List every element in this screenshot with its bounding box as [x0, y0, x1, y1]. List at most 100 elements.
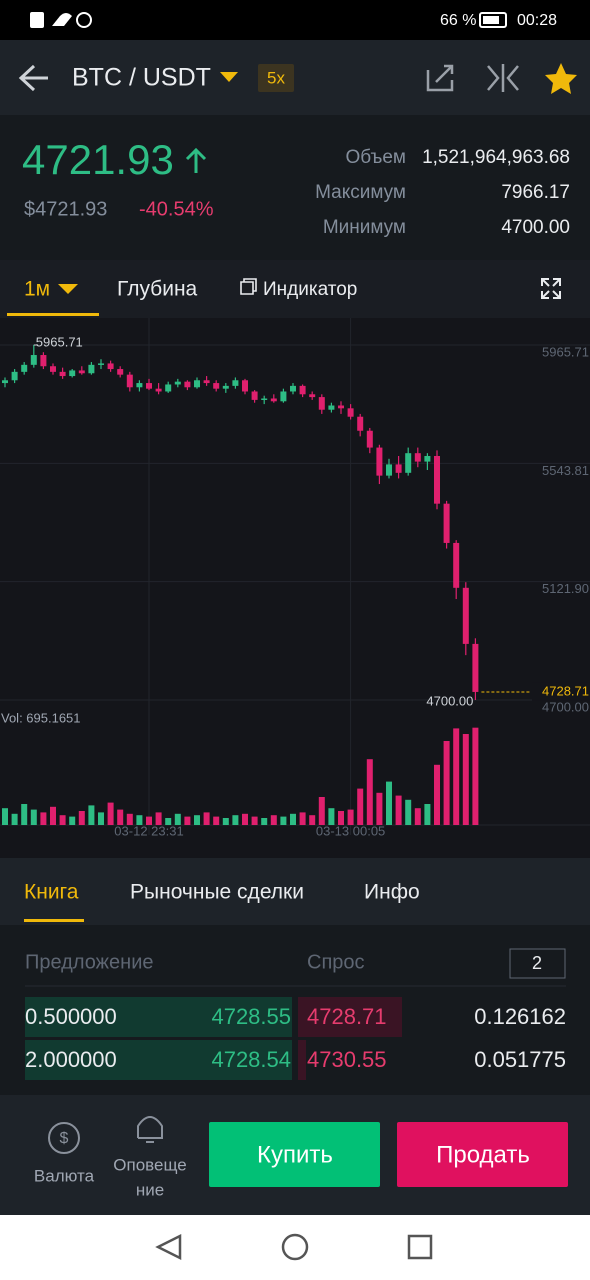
leverage-badge	[258, 64, 294, 92]
volume-bar	[194, 815, 200, 825]
candle-body	[290, 385, 296, 392]
status-bar	[0, 0, 590, 40]
volume-label: Vol: 695.1651	[1, 710, 81, 725]
nav-back[interactable]	[155, 1233, 182, 1261]
candle-body	[251, 391, 258, 400]
alerts-button[interactable]: Оповеще	[113, 1155, 186, 1174]
leverage: 5x	[267, 68, 285, 87]
volume-bar	[261, 818, 268, 825]
sell-button[interactable]	[397, 1122, 568, 1187]
volume-bar	[69, 816, 76, 825]
depth-tab[interactable]: Глубина	[117, 278, 198, 301]
clock: 00:28	[517, 12, 557, 29]
volume-bar	[366, 759, 373, 825]
candle-body	[347, 408, 354, 417]
volume-bar	[107, 802, 114, 825]
bid-amount: 0.500000	[25, 1004, 117, 1029]
candle-body	[78, 370, 85, 374]
candle-body	[366, 430, 373, 448]
info-tab[interactable]: Инфо	[364, 881, 420, 904]
min-marker: 4700.00	[426, 693, 473, 708]
indicator-tab[interactable]: Индикатор	[263, 279, 357, 300]
volume-bar	[117, 809, 124, 825]
volume-bar	[347, 809, 354, 825]
volume-bar	[30, 809, 37, 825]
candle-body	[414, 453, 421, 462]
precision[interactable]: 2	[532, 953, 542, 973]
candle-body	[443, 503, 450, 543]
trades-tab[interactable]: Рыночные сделки	[130, 881, 304, 904]
volume-bar	[270, 815, 277, 825]
volume-bar	[328, 808, 335, 825]
ask-depth	[298, 997, 402, 1037]
precision-box[interactable]	[509, 948, 566, 979]
y-tick-label: 5965.71	[542, 344, 589, 359]
interval-dropdown[interactable]	[58, 284, 78, 294]
interval-tab[interactable]: 1м	[24, 278, 50, 301]
book-tabs	[0, 858, 590, 925]
volume-bar	[414, 808, 421, 825]
pair-selector[interactable]: BTC / USDT	[72, 64, 211, 92]
volume-bar	[184, 816, 191, 825]
volume-bar	[126, 813, 133, 825]
volume-bar	[376, 792, 383, 825]
currency-icon[interactable]	[48, 1122, 80, 1154]
volume-bar	[21, 804, 28, 825]
candle-body	[59, 371, 66, 377]
volume-bar	[405, 799, 412, 825]
volume-bar	[155, 812, 162, 825]
volume-bar	[318, 797, 325, 825]
candle-body	[270, 398, 277, 402]
candle-body	[88, 364, 95, 374]
candle-body	[242, 380, 248, 392]
candle-body	[21, 364, 28, 372]
nav-recent[interactable]	[407, 1234, 433, 1260]
ask-amount: 0.126162	[474, 1004, 566, 1029]
stat-value: 4700.00	[501, 217, 570, 238]
fullscreen-button[interactable]	[541, 278, 561, 299]
back-button[interactable]	[18, 64, 48, 92]
candle-body	[203, 380, 210, 384]
candle-body	[338, 405, 344, 409]
favorite-button[interactable]	[545, 63, 577, 94]
currency-icon-glyph: $	[60, 1130, 69, 1147]
bid-depth	[25, 997, 292, 1037]
tab-underline	[7, 313, 99, 316]
nav-home[interactable]	[281, 1233, 309, 1261]
volume-bar	[338, 811, 344, 825]
volume-bar	[146, 816, 152, 825]
volume-bar	[78, 811, 85, 825]
currency-button[interactable]: Валюта	[34, 1166, 95, 1185]
compare-button[interactable]	[487, 64, 519, 92]
candle-body	[40, 355, 47, 367]
candle-body	[386, 464, 392, 476]
share-button[interactable]	[426, 64, 454, 92]
candle-body	[309, 394, 316, 398]
pair-dropdown[interactable]	[220, 72, 238, 82]
volume-bar	[165, 818, 172, 825]
book-tab[interactable]: Книга	[24, 881, 79, 904]
sell-label[interactable]: Продать	[436, 1141, 530, 1168]
x-tick-label: 03-13 00:05	[316, 823, 385, 838]
candle-body	[424, 455, 431, 462]
candle-body	[232, 380, 239, 386]
ask-price: 4728.71	[307, 1004, 387, 1029]
candle-body	[405, 453, 412, 473]
volume-bar	[174, 813, 181, 825]
buy-button[interactable]	[209, 1122, 380, 1187]
candle-body	[194, 380, 200, 388]
alert-icon[interactable]	[137, 1116, 163, 1143]
candle-body	[136, 383, 143, 388]
buy-label[interactable]: Купить	[257, 1141, 333, 1168]
y-tick-label: 5121.90	[542, 581, 589, 596]
bid-header: Предложение	[25, 951, 154, 973]
price-usd: $4721.93	[24, 198, 107, 220]
volume-bar	[357, 788, 364, 825]
y-tick-label: 5543.81	[542, 463, 589, 478]
alerts-button[interactable]: ние	[136, 1180, 164, 1199]
y-tick-label: 4700.00	[542, 699, 589, 714]
candle-body	[174, 381, 181, 385]
stat-label: Минимум	[323, 217, 406, 238]
volume-bar	[98, 812, 104, 825]
